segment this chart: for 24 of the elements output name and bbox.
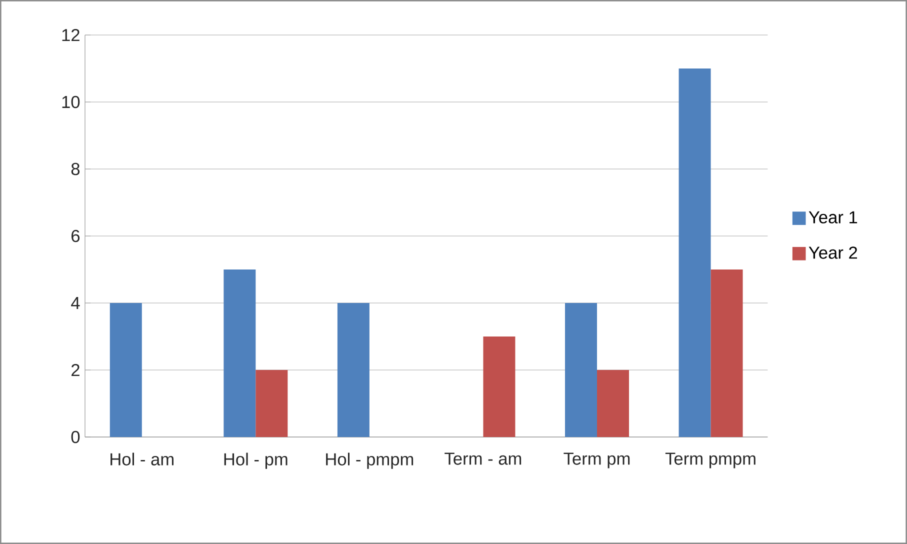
x-tick-label: Hol - pmpm — [326, 452, 414, 469]
y-tick-label: 12 — [62, 28, 80, 42]
y-tick-label: 0 — [71, 430, 80, 444]
bar — [710, 270, 743, 437]
legend-label: Year 1 — [808, 211, 858, 224]
x-tick-label: Term pm — [564, 452, 630, 468]
bar — [565, 303, 598, 437]
x-tick-label: Hol - pm — [224, 452, 288, 469]
bar — [483, 336, 516, 437]
y-tick-label: 6 — [72, 230, 80, 242]
bar — [224, 270, 256, 437]
x-tick-label: Term - am — [444, 452, 522, 465]
x-tick-label: Term pmpm — [665, 452, 756, 468]
x-tick-label: Hol - am — [110, 452, 174, 466]
y-tick-label: 8 — [71, 162, 80, 176]
y-tick-label: 10 — [62, 96, 80, 108]
y-tick-label: 4 — [71, 297, 80, 309]
bar — [678, 68, 711, 437]
bar — [110, 303, 142, 437]
bar — [337, 303, 370, 437]
bar — [256, 370, 288, 437]
legend-label: Year 2 — [808, 246, 858, 259]
bar — [597, 370, 630, 437]
y-tick-label: 2 — [72, 364, 80, 376]
